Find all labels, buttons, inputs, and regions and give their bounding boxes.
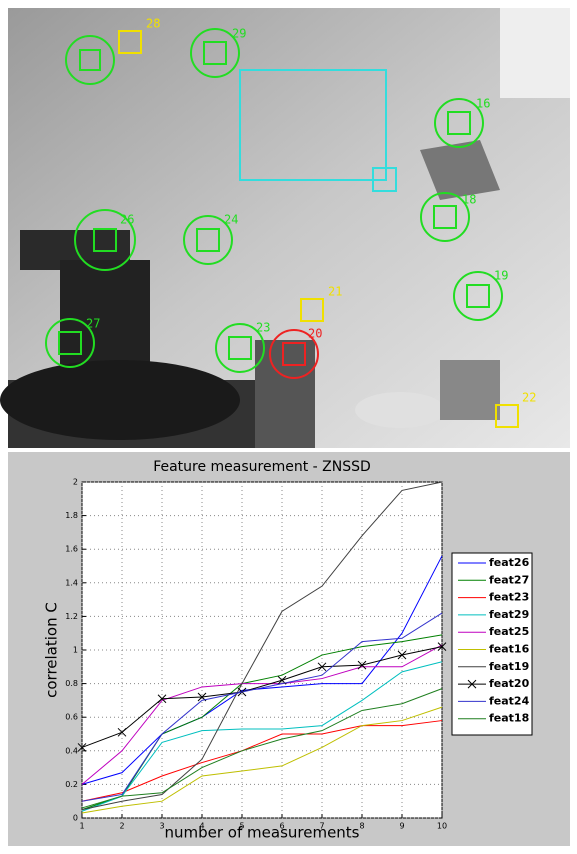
y-tick-label: 0.4 xyxy=(65,746,78,755)
legend-label: feat27 xyxy=(489,573,529,586)
x-tick-label: 9 xyxy=(399,822,404,831)
legend-label: feat19 xyxy=(489,660,529,673)
feature-label: 27 xyxy=(86,317,100,331)
feature-label: 26 xyxy=(120,213,134,227)
y-tick-label: 2 xyxy=(73,478,78,487)
page: {"overlay": {"features": [ {"label": "28… xyxy=(0,0,577,850)
y-tick-label: 0.8 xyxy=(65,679,78,688)
legend-label: feat20 xyxy=(489,677,530,690)
legend-label: feat26 xyxy=(489,556,530,569)
feature-label: 21 xyxy=(328,285,342,299)
x-tick-label: 1 xyxy=(79,822,84,831)
feature-label: 22 xyxy=(522,391,536,405)
feature-label: 19 xyxy=(494,269,508,283)
feature-label: 24 xyxy=(224,213,238,227)
y-tick-label: 0.6 xyxy=(65,713,78,722)
x-tick-label: 4 xyxy=(199,822,204,831)
feature-label: 29 xyxy=(232,27,246,41)
x-axis-label: number of measurements xyxy=(165,824,360,842)
x-tick-label: 2 xyxy=(119,822,124,831)
feature-label: 23 xyxy=(256,321,270,335)
x-tick-label: 5 xyxy=(239,822,244,831)
x-tick-label: 3 xyxy=(159,822,164,831)
x-tick-label: 6 xyxy=(279,822,284,831)
x-tick-label: 10 xyxy=(437,822,447,831)
y-axis-label: correlation C xyxy=(43,602,61,698)
legend-label: feat23 xyxy=(489,591,529,604)
chart-title: Feature measurement - ZNSSD xyxy=(153,459,371,475)
y-tick-label: 1.8 xyxy=(65,511,78,520)
x-tick-label: 7 xyxy=(319,822,324,831)
camera-image xyxy=(0,8,570,448)
y-tick-label: 0.2 xyxy=(65,780,78,789)
legend-label: feat25 xyxy=(489,625,529,638)
feature-label: 18 xyxy=(462,193,476,207)
legend-label: feat18 xyxy=(489,712,529,725)
feature-label: 28 xyxy=(146,17,160,31)
y-tick-label: 1.6 xyxy=(65,545,78,554)
feature-label: 16 xyxy=(476,97,490,111)
legend-label: feat16 xyxy=(489,643,530,656)
y-tick-label: 1.2 xyxy=(65,612,78,621)
y-tick-label: 1 xyxy=(73,646,78,655)
y-tick-label: 0 xyxy=(73,814,78,823)
figure: 282916182624192120232722 Feature measure… xyxy=(0,0,577,850)
x-tick-label: 8 xyxy=(359,822,364,831)
y-tick-label: 1.4 xyxy=(65,578,78,587)
feature-label: 20 xyxy=(308,327,322,341)
legend-label: feat24 xyxy=(489,694,530,707)
legend-label: feat29 xyxy=(489,608,529,621)
